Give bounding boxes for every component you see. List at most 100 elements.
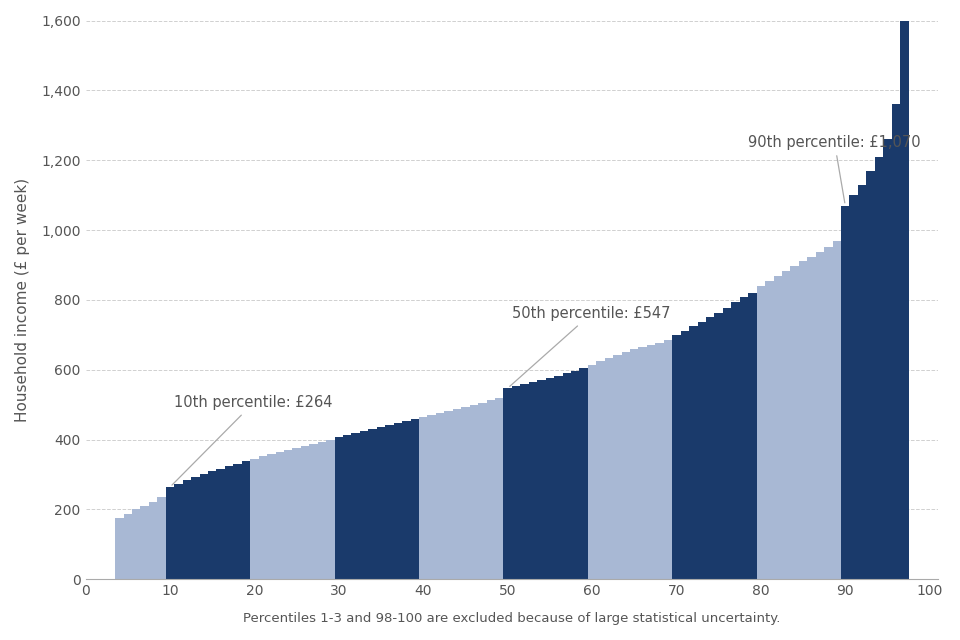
Bar — [369, 429, 377, 579]
Bar — [740, 297, 748, 579]
Bar — [174, 484, 182, 579]
Bar — [714, 313, 723, 579]
Bar — [538, 380, 545, 579]
Text: 50th percentile: £547: 50th percentile: £547 — [510, 307, 670, 387]
Bar — [816, 252, 825, 579]
Bar — [554, 376, 563, 579]
Bar — [258, 456, 267, 579]
Bar — [444, 411, 453, 579]
Bar — [512, 386, 520, 579]
Bar — [850, 195, 858, 579]
Bar — [233, 464, 242, 579]
Bar — [571, 371, 580, 579]
Bar — [469, 404, 478, 579]
Bar — [605, 358, 613, 579]
Bar — [216, 469, 225, 579]
Bar — [621, 352, 630, 579]
Bar — [529, 382, 538, 579]
Bar — [251, 459, 258, 579]
Bar — [293, 448, 300, 579]
Bar — [580, 369, 588, 579]
Bar — [782, 271, 790, 579]
Bar — [656, 343, 663, 579]
Bar — [478, 403, 487, 579]
Bar — [124, 513, 132, 579]
Bar — [825, 247, 832, 579]
Bar — [663, 340, 672, 579]
Bar — [799, 262, 807, 579]
Bar — [453, 409, 461, 579]
Bar — [394, 423, 402, 579]
Bar — [140, 506, 149, 579]
Bar — [858, 184, 866, 579]
Bar — [503, 388, 512, 579]
Bar — [774, 276, 782, 579]
Bar — [149, 502, 157, 579]
Bar — [866, 171, 875, 579]
Bar — [208, 471, 216, 579]
Bar — [756, 286, 765, 579]
Bar — [900, 0, 908, 579]
Bar — [436, 413, 444, 579]
Bar — [596, 362, 605, 579]
Bar — [419, 417, 427, 579]
Bar — [689, 326, 698, 579]
Bar — [300, 446, 309, 579]
Y-axis label: Household income (£ per week): Household income (£ per week) — [15, 178, 30, 422]
Bar — [427, 415, 436, 579]
Bar — [790, 266, 799, 579]
Text: 90th percentile: £1,070: 90th percentile: £1,070 — [748, 135, 921, 203]
Bar — [267, 454, 276, 579]
Bar — [807, 257, 816, 579]
Bar — [698, 322, 706, 579]
Bar — [706, 317, 714, 579]
Bar — [630, 349, 638, 579]
Text: 10th percentile: £264: 10th percentile: £264 — [172, 396, 333, 485]
Bar — [613, 355, 621, 579]
Bar — [495, 398, 503, 579]
Bar — [276, 452, 284, 579]
Bar — [647, 345, 656, 579]
Bar — [318, 442, 326, 579]
Bar — [672, 335, 681, 579]
Bar — [681, 331, 689, 579]
Bar — [411, 419, 419, 579]
Bar — [545, 378, 554, 579]
Bar — [157, 497, 166, 579]
Bar — [841, 205, 850, 579]
Bar — [892, 104, 900, 579]
Text: 97th percentile: £1,678: 97th percentile: £1,678 — [0, 639, 1, 640]
Bar — [748, 292, 756, 579]
Bar — [765, 281, 774, 579]
Bar — [309, 444, 318, 579]
Bar — [832, 241, 841, 579]
Bar — [520, 384, 529, 579]
Bar — [284, 450, 293, 579]
Bar — [115, 518, 124, 579]
Bar — [638, 348, 647, 579]
Bar — [351, 433, 360, 579]
Bar — [883, 140, 892, 579]
Bar — [132, 509, 140, 579]
Bar — [335, 438, 343, 579]
Bar — [732, 302, 740, 579]
Bar — [182, 480, 191, 579]
Bar — [588, 365, 596, 579]
Bar — [487, 401, 495, 579]
Bar — [343, 435, 351, 579]
Bar — [723, 308, 732, 579]
Bar — [377, 427, 385, 579]
Bar — [360, 431, 369, 579]
Bar — [563, 373, 571, 579]
Bar — [200, 474, 208, 579]
Bar — [225, 467, 233, 579]
Bar — [326, 440, 335, 579]
Bar — [875, 157, 883, 579]
Bar — [191, 477, 200, 579]
Bar — [242, 461, 251, 579]
Bar — [385, 425, 394, 579]
Bar — [461, 407, 469, 579]
Bar — [166, 487, 174, 579]
X-axis label: Percentiles 1-3 and 98-100 are excluded because of large statistical uncertainty: Percentiles 1-3 and 98-100 are excluded … — [243, 612, 780, 625]
Bar — [402, 421, 411, 579]
